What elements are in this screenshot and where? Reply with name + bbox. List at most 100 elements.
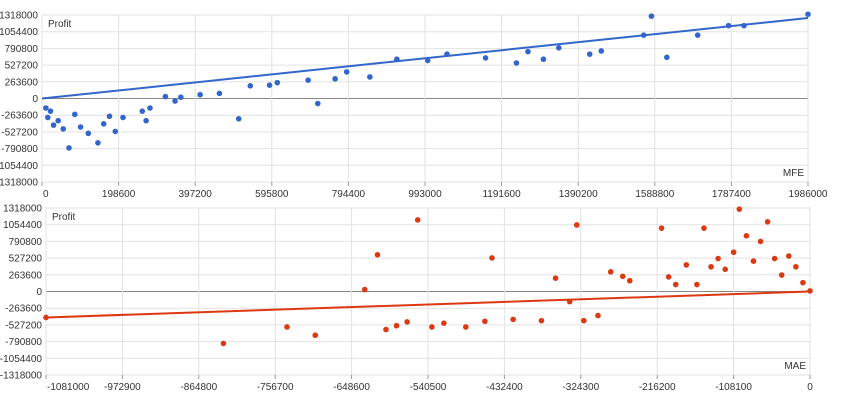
x-tick-label: 1390200	[559, 189, 598, 200]
data-point	[44, 114, 51, 121]
data-point	[793, 263, 799, 270]
data-point	[106, 113, 113, 120]
x-axis-title: MAE	[784, 361, 806, 372]
y-tick-label: 0	[32, 94, 38, 105]
data-point	[367, 74, 373, 80]
data-point	[66, 145, 72, 151]
x-tick-label: -108100	[715, 382, 752, 393]
data-point	[429, 324, 435, 330]
data-point	[482, 318, 488, 325]
data-point	[778, 272, 785, 278]
y-tick-label: 790800	[9, 237, 43, 248]
data-point	[235, 115, 242, 122]
mae-profit-scatter-chart: 1318000 1054400 790800 527200 263600 0 -263600…	[0, 204, 813, 394]
data-point	[730, 249, 737, 256]
data-point	[540, 56, 547, 63]
data-point	[626, 277, 633, 284]
y-axis-title: Profit	[48, 19, 72, 30]
x-tick-label: 0	[807, 382, 813, 393]
x-tick-label: 993000	[408, 189, 442, 200]
data-point	[708, 263, 714, 270]
data-point	[586, 51, 593, 57]
y-tick-label: 1318000	[3, 204, 42, 215]
data-point	[441, 320, 447, 326]
data-point	[147, 105, 153, 111]
data-point	[43, 105, 49, 111]
data-point	[394, 56, 400, 63]
data-point	[683, 262, 690, 268]
x-tick-label: -864800	[180, 382, 217, 393]
mfe-profit-scatter-chart: 1318000 1054400 790800 527200 263600 0 -263600…	[0, 11, 828, 201]
x-tick-label: -432400	[486, 382, 523, 393]
data-point	[220, 340, 227, 347]
data-point	[162, 93, 169, 100]
data-point	[274, 79, 281, 86]
data-point	[743, 232, 750, 239]
data-point	[538, 317, 545, 324]
y-tick-label: -1054400	[0, 161, 38, 172]
y-tick-label: 1054400	[3, 220, 42, 231]
data-point	[374, 251, 381, 258]
x-tick-label: -648600	[333, 382, 370, 393]
data-point	[741, 22, 747, 29]
data-point	[444, 51, 450, 57]
data-point	[361, 286, 368, 293]
data-point	[573, 222, 580, 228]
x-tick-label: 1191600	[482, 189, 521, 200]
data-point	[525, 48, 531, 55]
data-point	[312, 332, 319, 339]
y-tick-label: 527200	[5, 61, 39, 72]
y-tick-label: -263600	[1, 111, 38, 122]
data-point	[701, 225, 707, 231]
y-tick-label: -1318000	[0, 371, 42, 382]
data-point	[95, 140, 101, 146]
data-point	[665, 274, 672, 280]
y-tick-label: -263600	[5, 304, 42, 315]
data-point	[332, 76, 338, 82]
data-point	[664, 54, 670, 61]
data-point	[771, 255, 778, 262]
data-point	[197, 91, 203, 98]
x-tick-label: -324300	[562, 382, 599, 393]
x-tick-label: 198600	[102, 189, 136, 200]
data-point	[172, 98, 178, 104]
y-tick-label: -527200	[5, 320, 42, 331]
data-point	[463, 324, 469, 330]
x-tick-label: 1787400	[712, 189, 751, 200]
data-point	[120, 114, 126, 121]
x-axis-title: MFE	[783, 168, 804, 179]
data-point	[694, 281, 700, 288]
data-point	[100, 121, 107, 127]
data-point	[60, 126, 67, 132]
x-tick-label: 794400	[332, 189, 366, 200]
data-point	[722, 266, 728, 273]
y-tick-label: 263600	[5, 77, 39, 88]
data-point	[672, 281, 679, 288]
data-point	[50, 122, 57, 128]
data-point	[343, 69, 350, 75]
data-point	[607, 269, 614, 275]
data-point	[595, 312, 601, 319]
data-point	[785, 253, 792, 259]
data-point	[757, 238, 764, 245]
y-tick-label: 527200	[9, 254, 43, 265]
x-tick-label: 595800	[255, 189, 289, 200]
y-tick-label: -790800	[5, 337, 42, 348]
data-point	[482, 55, 489, 61]
x-tick-label: -972900	[104, 382, 141, 393]
data-point	[694, 32, 701, 38]
data-point	[640, 32, 647, 38]
data-point	[725, 22, 732, 29]
data-point	[77, 124, 84, 130]
data-point	[764, 219, 771, 225]
data-point	[581, 317, 587, 324]
data-point	[393, 322, 400, 329]
y-tick-label: -790800	[1, 144, 38, 155]
data-point	[805, 11, 811, 18]
data-point	[736, 206, 743, 212]
data-point	[598, 48, 605, 54]
data-point	[807, 288, 813, 294]
data-point	[619, 273, 626, 280]
data-point	[383, 326, 389, 333]
